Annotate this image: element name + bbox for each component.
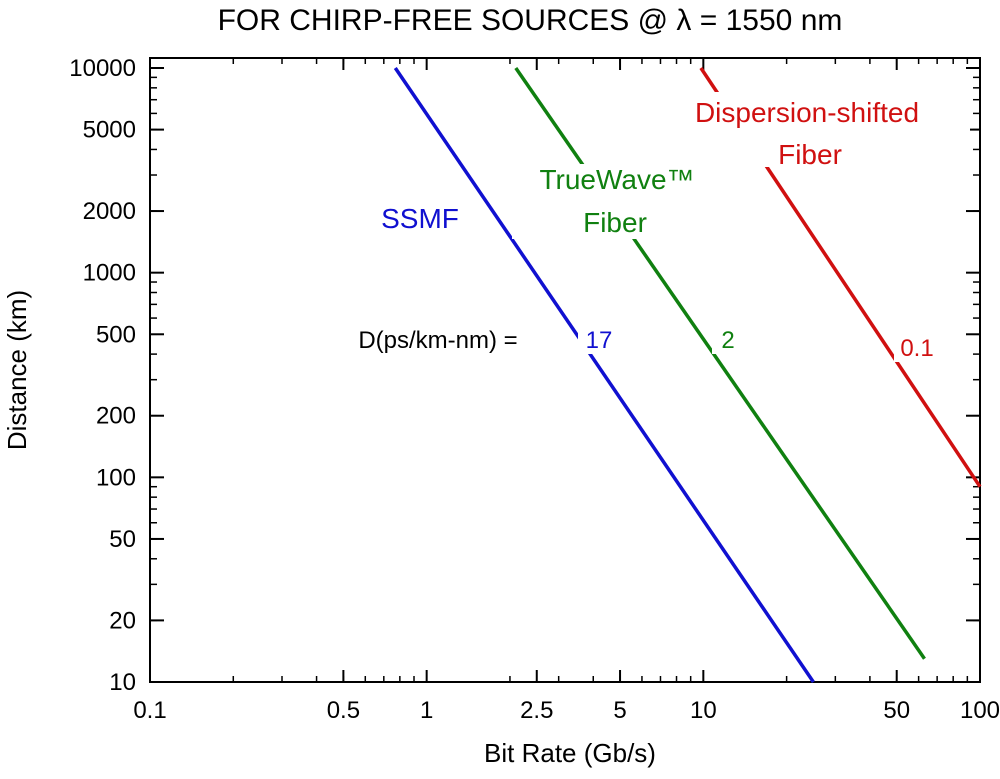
label-halo: [712, 322, 742, 354]
series-label-truewave-line2: Fiber: [583, 207, 647, 238]
x-axis-label: Bit Rate (Gb/s): [484, 738, 656, 768]
chart-annotations: SSMF TrueWave™ Fiber Dispersion-shifted Fibe…: [358, 92, 970, 362]
y-tick-label: 50: [109, 526, 136, 553]
d-value-ssmf: 17: [586, 327, 613, 354]
d-value-dispersion-shifted: 0.1: [900, 335, 933, 362]
x-tick-label: 5: [613, 697, 626, 724]
y-tick-label: 10: [109, 669, 136, 696]
x-tick-label: 2.5: [520, 697, 553, 724]
x-tick-label: 50: [883, 697, 910, 724]
label-halo: [578, 322, 618, 354]
y-tick-label: 1000: [83, 260, 136, 287]
label-halo: [650, 92, 970, 167]
axis-ticks: 0.1 0.5 1 2.5 5 10 50 100 10 20 50 100 200 500 1000 200…: [69, 55, 1000, 724]
label-halo: [894, 330, 940, 362]
y-tick-label: 10000: [69, 55, 136, 82]
y-tick-label: 100: [96, 464, 136, 491]
x-tick-label: 100: [960, 697, 1000, 724]
x-tick-label: 10: [690, 697, 717, 724]
series-label-dispersion-shifted: Dispersion-shifted: [695, 97, 919, 128]
y-axis-label: Distance (km): [2, 290, 32, 450]
series-label-dispersion-shifted-line2: Fiber: [778, 139, 842, 170]
x-tick-label: 0.1: [133, 697, 166, 724]
y-tick-label: 200: [96, 403, 136, 430]
plot-frame: [149, 57, 981, 683]
y-tick-label: 500: [96, 321, 136, 348]
x-tick-label: 0.5: [327, 697, 360, 724]
x-tick-label: 1: [420, 697, 433, 724]
y-tick-label: 20: [109, 607, 136, 634]
y-tick-label: 5000: [83, 117, 136, 144]
series-label-ssmf: SSMF: [381, 203, 459, 234]
series-label-truewave: TrueWave™: [539, 164, 694, 195]
label-halo: [512, 164, 722, 239]
chart-title: FOR CHIRP-FREE SOURCES @ λ = 1550 nm: [218, 4, 843, 37]
dispersion-label: D(ps/km-nm) =: [358, 327, 517, 354]
y-tick-label: 2000: [83, 198, 136, 225]
d-value-truewave: 2: [721, 327, 734, 354]
series-line: [393, 67, 815, 683]
